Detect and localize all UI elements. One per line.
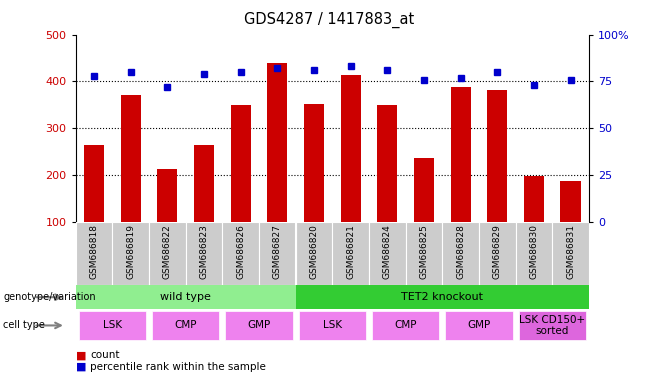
Text: CMP: CMP [394,320,417,331]
Text: ■: ■ [76,362,86,372]
Bar [186,222,222,285]
Bar [442,222,479,285]
Bar [230,105,251,222]
Text: GMP: GMP [467,320,491,331]
Text: GSM686830: GSM686830 [530,224,538,279]
Bar [516,222,552,285]
Text: GMP: GMP [247,320,270,331]
Text: CMP: CMP [174,320,197,331]
Text: GSM686819: GSM686819 [126,224,135,279]
Bar [524,176,544,222]
Bar [372,311,440,340]
Bar [78,311,146,340]
Text: count: count [90,350,120,360]
Bar [487,90,507,222]
Text: GSM686825: GSM686825 [419,224,428,279]
Bar [76,285,295,309]
Text: percentile rank within the sample: percentile rank within the sample [90,362,266,372]
Text: GDS4287 / 1417883_at: GDS4287 / 1417883_at [244,12,414,28]
Text: GSM686818: GSM686818 [89,224,99,279]
Text: GSM686827: GSM686827 [273,224,282,279]
Text: LSK CD150+
sorted: LSK CD150+ sorted [519,315,586,336]
Text: GSM686829: GSM686829 [493,224,502,279]
Bar [561,181,580,222]
Bar [341,75,361,222]
Bar [113,222,149,285]
Bar [194,145,214,222]
Text: GSM686828: GSM686828 [456,224,465,279]
Bar [259,222,295,285]
Bar [76,222,113,285]
Bar [479,222,516,285]
Bar [304,104,324,222]
Text: GSM686826: GSM686826 [236,224,245,279]
Text: ■: ■ [76,350,86,360]
Bar [519,311,586,340]
Bar [222,222,259,285]
Bar [405,222,442,285]
Text: GSM686831: GSM686831 [566,224,575,279]
Bar [149,222,186,285]
Text: GSM686823: GSM686823 [199,224,209,279]
Text: wild type: wild type [160,292,211,302]
Text: LSK: LSK [322,320,342,331]
Text: GSM686824: GSM686824 [383,224,392,279]
Text: genotype/variation: genotype/variation [3,292,96,302]
Bar [299,311,366,340]
Bar [414,158,434,222]
Bar [120,94,141,222]
Bar [84,145,104,222]
Text: LSK: LSK [103,320,122,331]
Text: GSM686821: GSM686821 [346,224,355,279]
Text: cell type: cell type [3,320,45,331]
Bar [552,222,589,285]
Bar [225,311,293,340]
Bar [445,311,513,340]
Bar [332,222,369,285]
Text: GSM686822: GSM686822 [163,224,172,279]
Text: GSM686820: GSM686820 [309,224,318,279]
Bar [295,285,589,309]
Bar [451,87,470,222]
Bar [152,311,219,340]
Bar [377,105,397,222]
Text: TET2 knockout: TET2 knockout [401,292,483,302]
Bar [267,63,288,222]
Bar [369,222,405,285]
Bar [295,222,332,285]
Bar [157,169,178,222]
